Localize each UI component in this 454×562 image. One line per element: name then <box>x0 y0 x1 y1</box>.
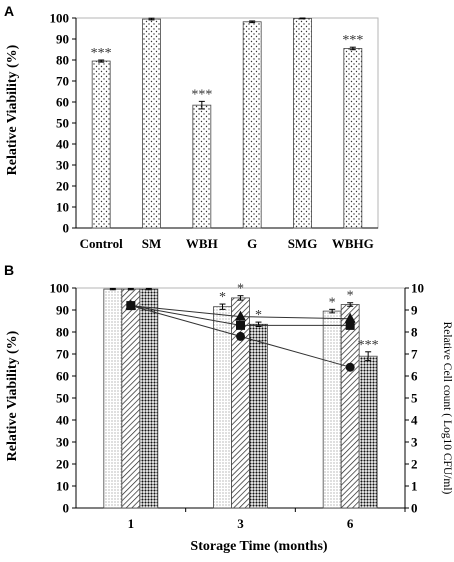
panel-b-bar <box>121 288 141 509</box>
panel-a-bar <box>293 18 312 229</box>
panel-b-significance-label: * <box>329 295 336 310</box>
panel-a-y-tick-label: 70 <box>56 74 69 89</box>
panel-a-significance-label: *** <box>91 46 112 61</box>
panel-a-y-tick-label: 30 <box>56 158 69 173</box>
panel-b-right-tick-label: 10 <box>411 281 424 296</box>
panel-b-right-axis-title: Relative Cell count ( Log10 CFU/ml) <box>441 322 453 495</box>
panel-b-square-marker <box>345 320 355 330</box>
panel-a-y-tick-label: 0 <box>63 221 70 236</box>
panel-b-bar <box>322 310 342 509</box>
panel-a-y-tick-label: 80 <box>56 53 69 68</box>
panel-b-y-tick-label: 10 <box>56 479 69 494</box>
panel-a-bar <box>343 48 363 229</box>
panel-b-y-tick-label: 50 <box>56 391 69 406</box>
panel-a-category-label: WBHG <box>332 236 374 251</box>
panel-b-significance-label: * <box>347 289 354 304</box>
panel-a-category-label: SMG <box>288 236 318 251</box>
panel-b-right-tick-label: 4 <box>411 413 418 428</box>
panel-a-bar <box>192 104 212 229</box>
panel-a-y-tick-label: 50 <box>56 116 69 131</box>
panel-b-triangle-marker <box>344 312 356 323</box>
panel-b-significance-label: *** <box>358 338 379 353</box>
panel-b-bar <box>358 355 378 509</box>
panel-a-bar <box>242 21 262 229</box>
panel-b-significance-label: * <box>237 282 244 297</box>
panel-b-y-tick-label: 20 <box>56 457 69 472</box>
panel-b-circle-marker <box>126 301 136 311</box>
panel-b-y-tick-label: 90 <box>56 303 69 318</box>
panel-b-y-tick-label: 60 <box>56 369 69 384</box>
panel-a-bar <box>91 60 111 229</box>
panel-a-category-label: G <box>247 236 257 251</box>
panel-a-bar <box>142 18 161 229</box>
panel-b-y-tick-label: 100 <box>50 281 70 296</box>
panel-b-y-tick-label: 70 <box>56 347 69 362</box>
panel-b-y-tick-label: 0 <box>63 501 70 516</box>
panel-a-y-tick-label: 40 <box>56 137 69 152</box>
panel-a-y-tick-label: 90 <box>56 32 69 47</box>
panel-a-chart: 0 10 20 30 40 50 60 70 80 90 100 Control *** SM WBH ***… <box>50 11 379 251</box>
panel-b-category-label: 1 <box>128 516 135 531</box>
panel-a-category-label: SM <box>142 236 162 251</box>
panel-b-right-tick-label: 2 <box>411 457 418 472</box>
panel-b-right-tick-label: 8 <box>411 325 418 340</box>
panel-b-letter: B <box>4 262 14 278</box>
panel-b-right-tick-label: 0 <box>411 501 418 516</box>
panel-a-plot-frame <box>75 17 379 229</box>
panel-b-triangle-marker <box>235 310 246 321</box>
panel-a-significance-label: *** <box>342 33 363 48</box>
panel-b-significance-label: * <box>219 290 226 305</box>
panel-a-significance-label: *** <box>191 87 212 102</box>
panel-a-y-tick-label: 10 <box>56 200 69 215</box>
panel-b-right-tick-label: 5 <box>411 391 418 406</box>
panel-a-category-label: WBH <box>186 236 218 251</box>
panel-b-bar <box>213 306 232 509</box>
panel-b-circle-marker <box>236 331 245 341</box>
panel-a-y-tick-label: 60 <box>56 95 69 110</box>
panel-b-right-tick-label: 7 <box>411 347 418 362</box>
panel-b-bar <box>103 288 123 509</box>
panel-b-x-axis-title: Storage Time (months) <box>190 539 327 554</box>
panel-b-y-tick-label: 40 <box>56 413 69 428</box>
panel-b-right-tick-label: 1 <box>411 479 418 494</box>
panel-b-bar <box>340 304 360 509</box>
panel-a-y-tick-label: 20 <box>56 179 69 194</box>
panel-b-bar <box>139 288 159 509</box>
panel-b-bar <box>249 323 268 509</box>
panel-b-significance-label: * <box>255 308 262 323</box>
panel-a-y-tick-label: 100 <box>50 11 70 26</box>
panel-b-right-tick-label: 9 <box>411 303 418 318</box>
panel-a-letter: A <box>4 3 14 19</box>
panel-b-y-axis-title: Relative Viability (%) <box>5 330 20 461</box>
panel-b-right-tick-label: 6 <box>411 369 418 384</box>
panel-a-y-axis-title: Relative Viability (%) <box>5 44 20 175</box>
panel-b-right-tick-label: 3 <box>411 435 418 450</box>
panel-b-y-tick-label: 30 <box>56 435 69 450</box>
panel-b-square-marker <box>236 320 245 330</box>
panel-b-category-label: 6 <box>347 516 354 531</box>
panel-b-circle-marker <box>345 362 355 372</box>
panel-a-category-label: Control <box>80 236 123 251</box>
panel-b-category-label: 3 <box>237 516 244 531</box>
panel-b-y-tick-label: 80 <box>56 325 69 340</box>
